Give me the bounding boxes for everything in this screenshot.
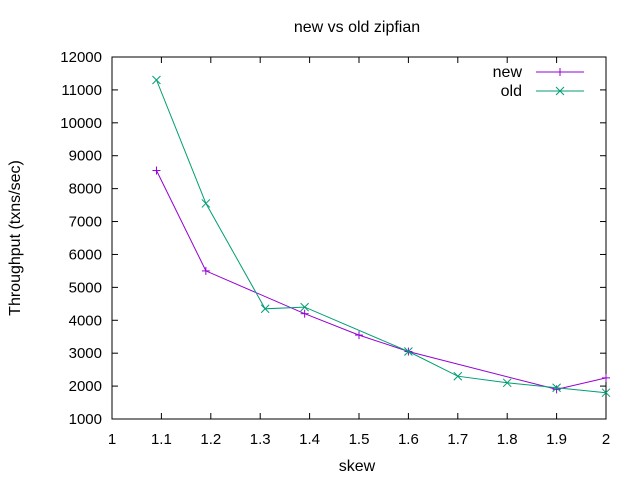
data-point-new [300,309,309,318]
x-tick-label: 1 [108,431,116,448]
marker-stroke [201,199,211,208]
series-line-old [156,79,607,394]
data-point-old [552,383,561,393]
y-tick-label: 7000 [69,214,102,231]
marker-stroke [601,388,611,398]
y-tick-label: 5000 [69,279,102,296]
plot-frame [111,56,607,420]
axis-ticks: 1 1.1 1.2 1.3 1.4 1.5 1.6 1.7 1.8 1.9 2 1000 2000 300… [60,49,610,448]
y-tick-label: 8000 [69,181,102,198]
marker-stroke [152,75,161,85]
x-tick-label: 1.4 [299,431,320,448]
data-point-old [453,371,463,381]
y-tick-label: 11000 [61,82,102,99]
series-new [152,166,610,394]
x-tick-label: 2 [602,431,610,448]
x-tick-label: 1.1 [151,431,172,448]
x-tick-label: 1.6 [398,431,419,448]
marker-stroke [502,378,512,388]
data-point-old [300,302,310,312]
marker-stroke [260,304,270,314]
series-old [152,75,611,398]
y-tick-label: 10000 [60,115,102,132]
x-tick-label: 1.5 [349,431,370,448]
legend: new old [493,64,584,100]
y-tick-label: 9000 [69,148,102,165]
x-tick-label: 1.3 [250,431,271,448]
marker-stroke [300,302,310,312]
marker-stroke [552,383,561,393]
x-tick-label: 1.2 [200,431,221,448]
marker-stroke [453,371,463,381]
y-axis-label: Throughput (txns/sec) [7,160,24,316]
legend-label-old: old [501,83,522,100]
data-point-new [552,385,561,394]
legend-label-new: new [493,64,523,81]
x-tick-label: 1.7 [447,431,468,448]
y-tick-label: 12000 [60,49,102,66]
x-axis-label: skew [339,458,376,475]
y-tick-label: 4000 [69,312,102,329]
y-tick-label: 3000 [69,345,102,362]
y-tick-label: 2000 [69,378,102,395]
data-point-old [502,378,512,388]
marker-stroke [555,86,565,96]
legend-marker-new [556,68,564,76]
data-point-new [602,373,610,382]
y-tick-label: 6000 [69,246,102,263]
data-point-new [355,331,363,340]
x-tick-label: 1.9 [546,431,567,448]
y-tick-label: 1000 [69,411,102,428]
legend-marker-old [555,86,565,96]
series-layer [152,75,611,398]
data-point-new [152,166,161,175]
data-point-old [404,347,413,356]
data-point-old [260,304,270,314]
data-point-new [201,266,210,275]
data-point-old [601,388,611,398]
marker-stroke [404,347,413,356]
data-point-old [201,199,211,208]
data-point-old [152,75,161,85]
x-tick-label: 1.8 [497,431,518,448]
series-line-new [156,170,607,390]
chart-title: new vs old zipfian [294,19,420,36]
